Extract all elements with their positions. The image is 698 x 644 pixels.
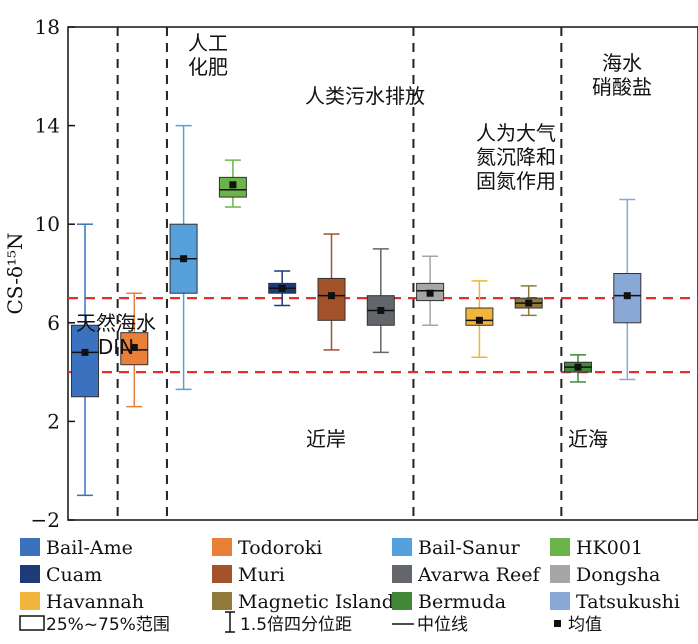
legend-swatch — [20, 592, 40, 610]
legend-swatch — [392, 592, 412, 610]
annotation-fertilizer: 人工 — [188, 31, 228, 55]
annotation-nearshore: 近岸 — [306, 427, 346, 451]
boxplot — [120, 292, 149, 408]
y-axis-label: CS-δ¹⁵N — [3, 232, 27, 314]
legend-swatch — [550, 538, 570, 556]
legend-label: Avarwa Reef — [417, 564, 542, 586]
annotation-deposition: 氮沉降和 — [476, 145, 556, 169]
mean-marker — [328, 292, 335, 300]
mean-marker — [475, 316, 483, 324]
legend-box-label: 25%~75%范围 — [46, 615, 170, 635]
legend-box-symbol — [19, 615, 45, 631]
boxplot — [564, 354, 592, 383]
annotation-nitrate: 海水 — [602, 51, 642, 75]
mean-marker — [180, 255, 188, 263]
box — [317, 277, 346, 321]
legend-swatch — [212, 592, 232, 610]
y-tick-label: 2 — [47, 409, 60, 433]
mean-marker — [525, 299, 533, 307]
boxplots — [71, 124, 642, 497]
legend-swatch — [212, 538, 232, 556]
boxplot — [268, 270, 297, 307]
legend-swatch — [20, 565, 40, 583]
boxplot — [71, 223, 99, 497]
legend-label: Bail-Ame — [46, 537, 133, 559]
axes: −2 2 6 10 14 18 CS-δ¹⁵N — [3, 15, 698, 532]
legend-mean-symbol — [554, 620, 561, 627]
boxplot — [465, 280, 494, 359]
legend-label: HK001 — [576, 537, 643, 559]
y-tick-label: 10 — [35, 212, 60, 236]
mean-marker — [426, 289, 434, 297]
legend-label: Tatsukushi — [576, 591, 680, 613]
mean-marker — [574, 363, 582, 371]
annotation-sewage: 人类污水排放 — [305, 84, 425, 108]
mean-marker — [278, 284, 286, 292]
boxplot — [317, 233, 346, 351]
legend-swatch — [550, 592, 570, 610]
legend-label: Magnetic Island — [238, 591, 394, 613]
legend-swatch — [212, 565, 232, 583]
legend-whisker-label: 1.5倍四分位距 — [240, 615, 352, 635]
legend-label: Dongsha — [576, 564, 660, 586]
legend-label: Bail-Sanur — [418, 537, 521, 559]
plot-frame — [67, 26, 698, 521]
annotation-deposition: 人为大气 — [476, 121, 556, 145]
y-tick-label: 14 — [35, 114, 60, 138]
boxplot — [416, 255, 445, 327]
legend-swatch — [550, 565, 570, 583]
y-tick-label: 6 — [47, 311, 60, 335]
y-tick-label: −2 — [31, 508, 60, 532]
mean-marker — [81, 348, 89, 356]
legend-swatch — [392, 565, 412, 583]
mean-marker — [229, 181, 237, 189]
legend-label: Havannah — [46, 591, 144, 613]
annotation-natural-seawater: DIN — [98, 335, 134, 359]
mean-marker — [130, 343, 138, 351]
legend-swatch — [20, 538, 40, 556]
annotation-deposition: 固氮作用 — [476, 169, 556, 193]
boxplot — [613, 198, 642, 381]
annotation-natural-seawater: 天然海水 — [76, 311, 156, 335]
legend-mean-label: 均值 — [568, 615, 602, 635]
mean-marker — [377, 306, 385, 314]
legend-label: Todoroki — [238, 537, 322, 559]
legend-label: Cuam — [46, 564, 102, 586]
boxplot — [514, 285, 543, 317]
mean-marker — [623, 292, 631, 300]
box — [71, 324, 99, 398]
boxplot — [218, 159, 247, 208]
boxplot — [366, 248, 395, 354]
legend-label: Muri — [238, 564, 285, 586]
y-tick-label: 18 — [35, 15, 60, 39]
legend: Bail-Ame Todoroki Bail-Sanur HK001 Cuam Muri A… — [19, 537, 680, 635]
legend-median-label: 中位线 — [417, 615, 468, 635]
annotation-offshore: 近海 — [568, 427, 608, 451]
annotation-fertilizer: 化肥 — [188, 55, 228, 79]
legend-label: Bermuda — [418, 591, 506, 613]
legend-swatch — [392, 538, 412, 556]
boxplot — [169, 124, 198, 391]
region-dividers — [116, 27, 563, 520]
annotation-nitrate: 硝酸盐 — [592, 75, 652, 99]
